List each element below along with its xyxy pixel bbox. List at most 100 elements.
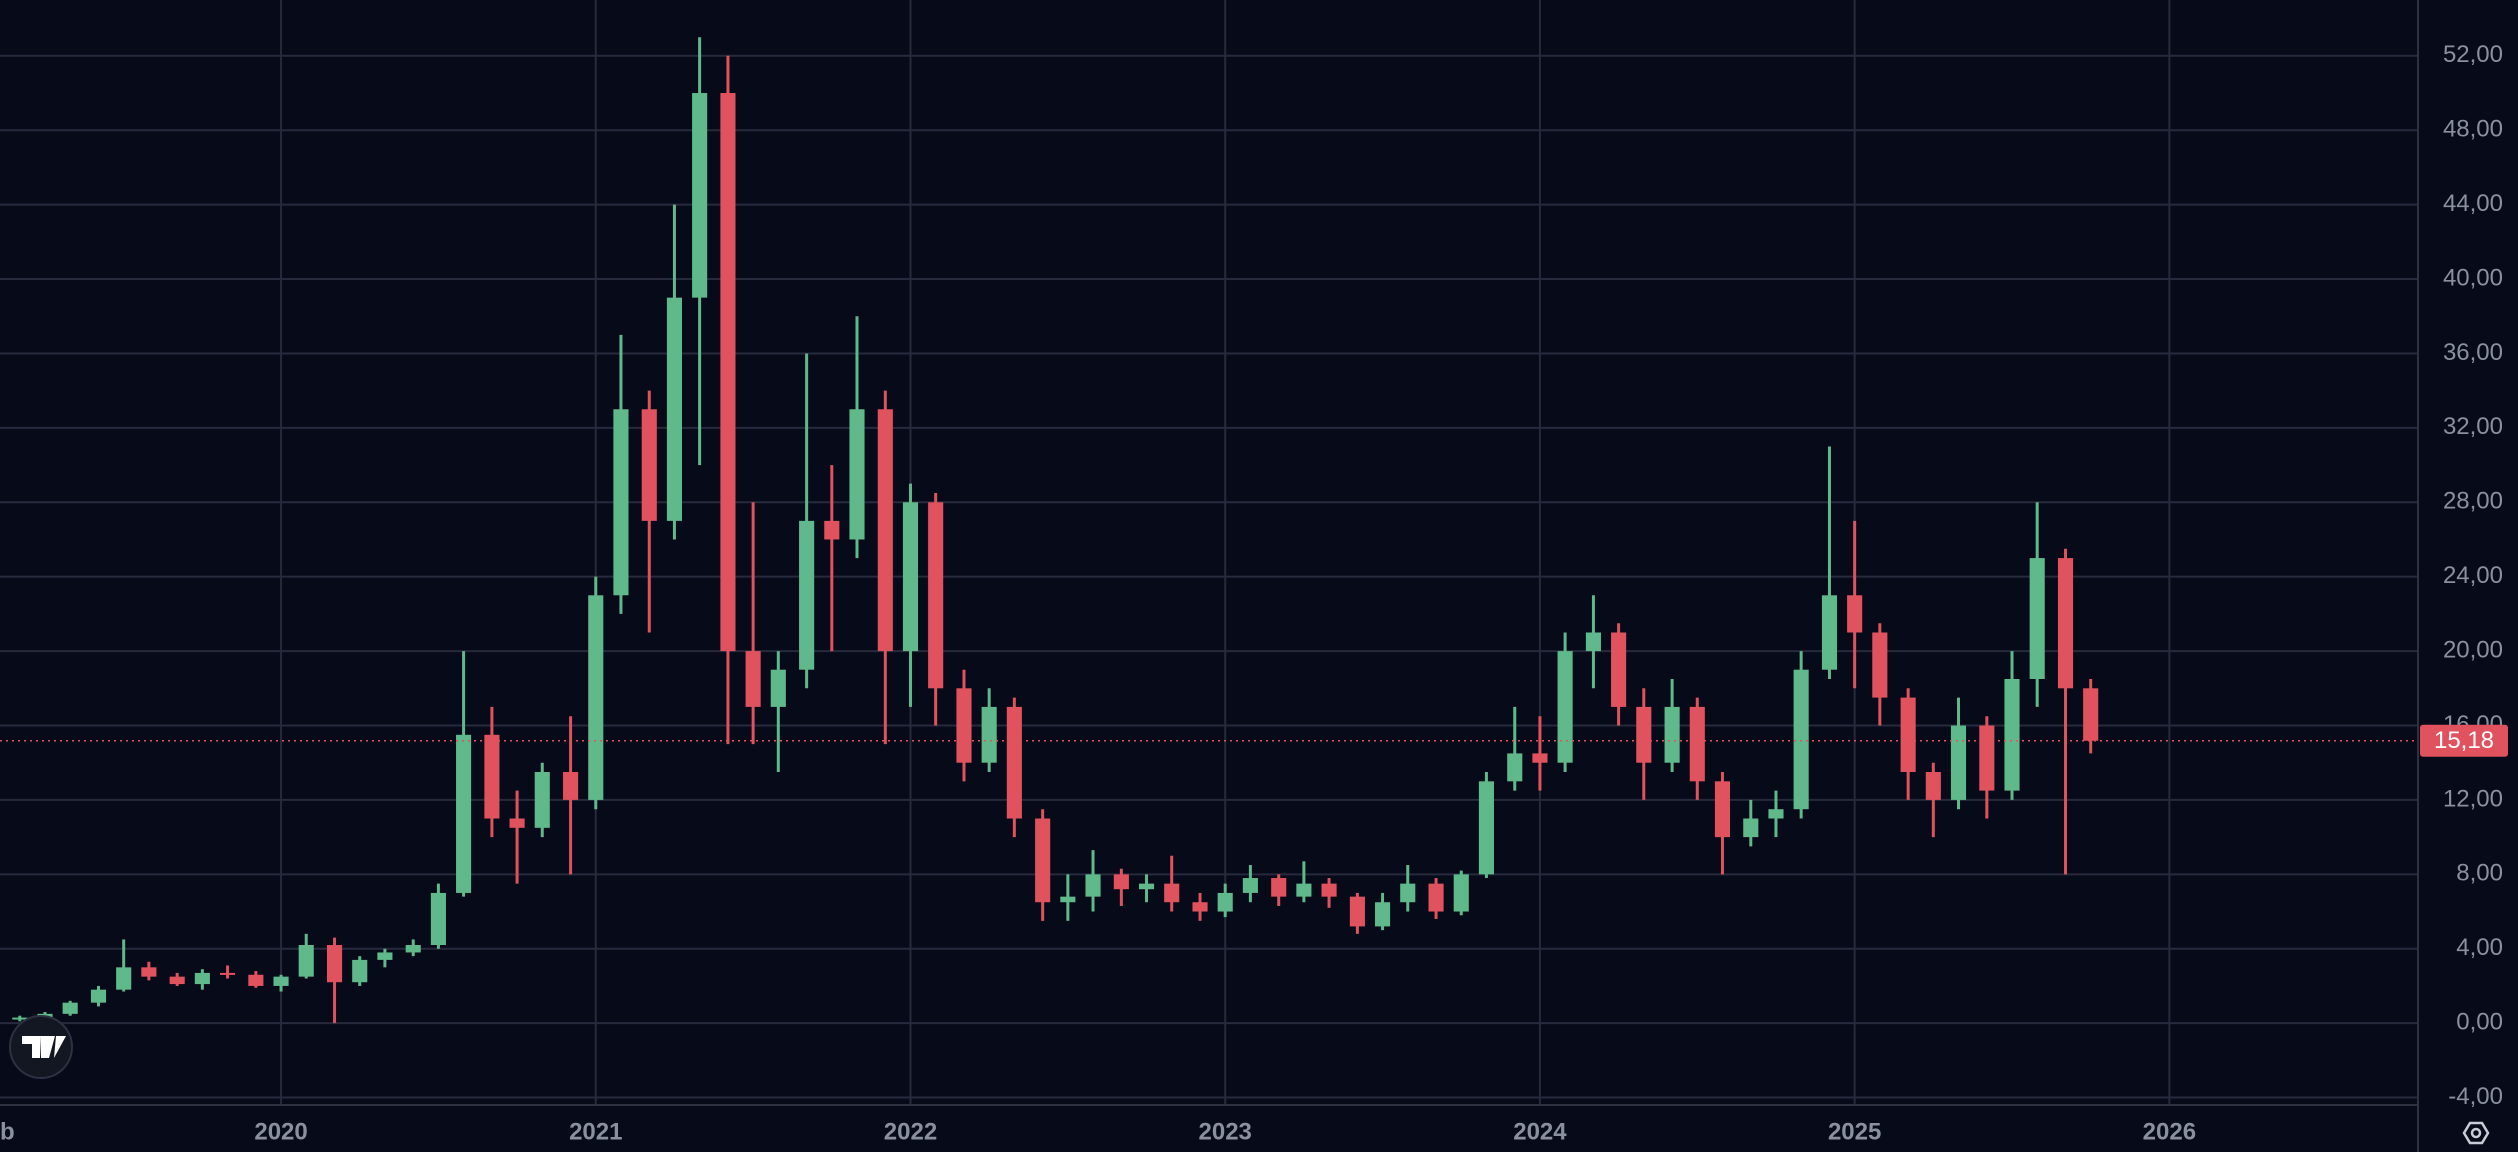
candle-body [194,972,210,985]
settings-icon[interactable] [2462,1121,2490,1145]
candle-body [1872,632,1888,698]
candle-body [141,967,157,977]
candle-body [1847,595,1863,633]
candle-body [1585,632,1601,652]
candle-body [219,972,236,975]
candle-body [1453,874,1469,912]
candle-body [273,976,289,986]
candle-body [1321,883,1337,897]
candle-body [1060,896,1076,903]
candle-body [1113,874,1129,890]
candle-body [1664,706,1680,763]
candle-body [2083,688,2099,741]
settings-button[interactable] [2462,1121,2490,1145]
candle-body [1164,883,1180,903]
x-tick-label: 2026 [2143,1118,2196,1145]
candle-body [1242,878,1258,893]
y-tick-label: 44,00 [2443,190,2503,217]
x-tick-label: 2022 [884,1118,937,1145]
candle-body [12,1017,28,1020]
candle-body [720,93,736,652]
candle-body [1793,669,1809,810]
candle-body [2057,558,2074,689]
candle-body [1271,878,1287,897]
candle-body [1192,902,1208,912]
last-price-label: 15,18 [2434,727,2494,754]
y-tick-label: 24,00 [2443,562,2503,589]
candle-body [563,772,579,800]
candle-body [1900,697,1916,773]
candle-body [456,734,472,893]
candle-body [430,892,446,946]
candle-body [1636,706,1652,763]
tradingview-logo[interactable] [9,1015,73,1079]
y-tick-label: 28,00 [2443,488,2503,515]
candle-body [1950,725,1967,800]
y-tick-label: 20,00 [2443,636,2503,663]
x-tick-label: 2020 [254,1118,307,1145]
candle-body [1296,883,1312,897]
candle-body [849,409,865,540]
y-tick-label: 52,00 [2443,41,2503,68]
candle-body [877,409,893,652]
x-tick-label: 2023 [1199,1118,1252,1145]
y-tick-label: 8,00 [2456,860,2503,887]
candle-body [484,734,500,819]
y-tick-label: 32,00 [2443,413,2503,440]
candle-body [62,1002,78,1014]
y-tick-label: 36,00 [2443,339,2503,366]
candle-body [824,520,840,540]
candle-body [1138,883,1155,890]
last-price-tag [2420,724,2508,757]
candle-body [1375,902,1391,927]
y-tick-label: 40,00 [2443,264,2503,291]
y-tick-label: 48,00 [2443,116,2503,143]
candle-body [116,967,132,990]
y-tick-label: -4,00 [2448,1083,2503,1110]
candle-body [248,974,264,986]
x-tick-label: 2025 [1828,1118,1881,1145]
candle-body [2029,558,2045,679]
candle-body [666,297,682,521]
candle-body [1478,781,1494,875]
candle-body [588,595,604,800]
candle-body [745,651,761,707]
candle-body [169,976,185,985]
candle-body [1217,892,1233,912]
candle-body [90,989,107,1003]
candle-body [1532,753,1548,763]
logo-mark [22,1036,66,1058]
candle-body [956,688,972,763]
candle-body [1743,818,1759,838]
candle-body [1768,809,1784,819]
x-tick-label: 2024 [1513,1118,1567,1145]
candle-body [1925,772,1941,800]
candle-body [534,772,550,828]
y-tick-label: 4,00 [2456,934,2503,961]
candle-body [1821,595,1838,670]
candle-body [799,520,815,670]
candle-body [1557,651,1573,763]
candle-body [509,818,525,828]
settings-icon-center [2470,1127,2482,1139]
candle-body [981,706,997,763]
candle-body [1400,883,1416,903]
candle-body [770,669,786,707]
candle-body [1611,632,1627,707]
candle-body [1035,818,1051,903]
candle-body [2004,678,2020,791]
candle-body [1349,896,1365,927]
candle-body [1085,874,1101,897]
candle-body [352,959,368,983]
candle-body [613,409,629,596]
candle-body [1979,725,1995,791]
candle-body [641,409,657,521]
candle-body [902,502,919,652]
candle-body [928,502,944,689]
candle-body [1006,706,1022,819]
candle-body [1714,781,1731,838]
candle-body [326,945,343,983]
candle-body [405,945,421,953]
